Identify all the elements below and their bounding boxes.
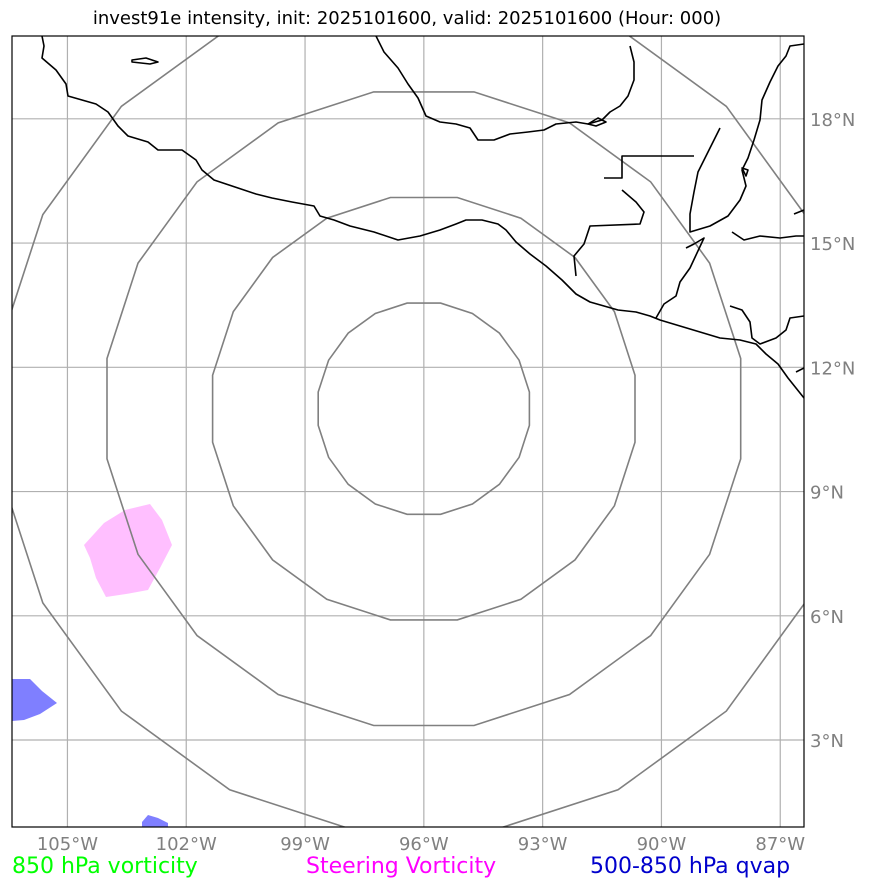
- x-tick-labels: 105°W 102°W 99°W 96°W 93°W 90°W 87°W: [37, 834, 805, 855]
- y-tick-label: 6°N: [810, 607, 844, 628]
- guatemala-border: [573, 189, 645, 277]
- x-tick-label: 105°W: [37, 834, 98, 855]
- x-tick-label: 96°W: [399, 834, 449, 855]
- x-tick-label: 99°W: [280, 834, 330, 855]
- range-ring: [317, 302, 531, 516]
- island-1: [131, 57, 159, 65]
- range-rings: [12, 36, 804, 827]
- island-2: [587, 117, 607, 127]
- y-tick-labels: 3°N 6°N 9°N 12°N 15°N 18°N: [810, 110, 855, 752]
- legend-850-vorticity: 850 hPa vorticity: [12, 854, 198, 879]
- x-tick-label: 90°W: [637, 834, 687, 855]
- island-4: [793, 209, 804, 215]
- y-tick-label: 9°N: [810, 483, 844, 504]
- map-frame: [11, 35, 805, 828]
- range-ring: [211, 196, 636, 621]
- y-tick-label: 18°N: [810, 110, 855, 131]
- x-tick-label: 102°W: [156, 834, 217, 855]
- x-tick-label: 93°W: [518, 834, 568, 855]
- legend-steering-vorticity: Steering Vorticity: [306, 854, 497, 879]
- steering-vorticity-patch: [84, 504, 172, 597]
- island-3: [741, 167, 749, 177]
- qvap-patch-west: [12, 679, 57, 721]
- legend-qvap: 500-850 hPa qvap: [590, 854, 791, 879]
- mexico-pacific-coast: [41, 36, 804, 399]
- map-title: invest91e intensity, init: 2025101600, v…: [92, 8, 722, 29]
- coastline: [41, 36, 804, 399]
- nicaragua-border: [729, 305, 804, 345]
- y-tick-label: 12°N: [810, 358, 855, 379]
- y-tick-label: 15°N: [810, 234, 855, 255]
- honduras-coast: [731, 231, 804, 241]
- x-tick-label: 87°W: [755, 834, 805, 855]
- qvap-patch-south: [142, 815, 168, 827]
- gulf-coast: [375, 36, 635, 141]
- y-tick-label: 3°N: [810, 731, 844, 752]
- island-5: [795, 367, 804, 373]
- yucatan-coast: [689, 43, 804, 233]
- central-america-border: [655, 237, 705, 319]
- range-ring: [106, 91, 742, 727]
- graticule: [12, 36, 804, 827]
- mexico-guatemala-border: [604, 155, 694, 179]
- range-ring: [12, 36, 804, 827]
